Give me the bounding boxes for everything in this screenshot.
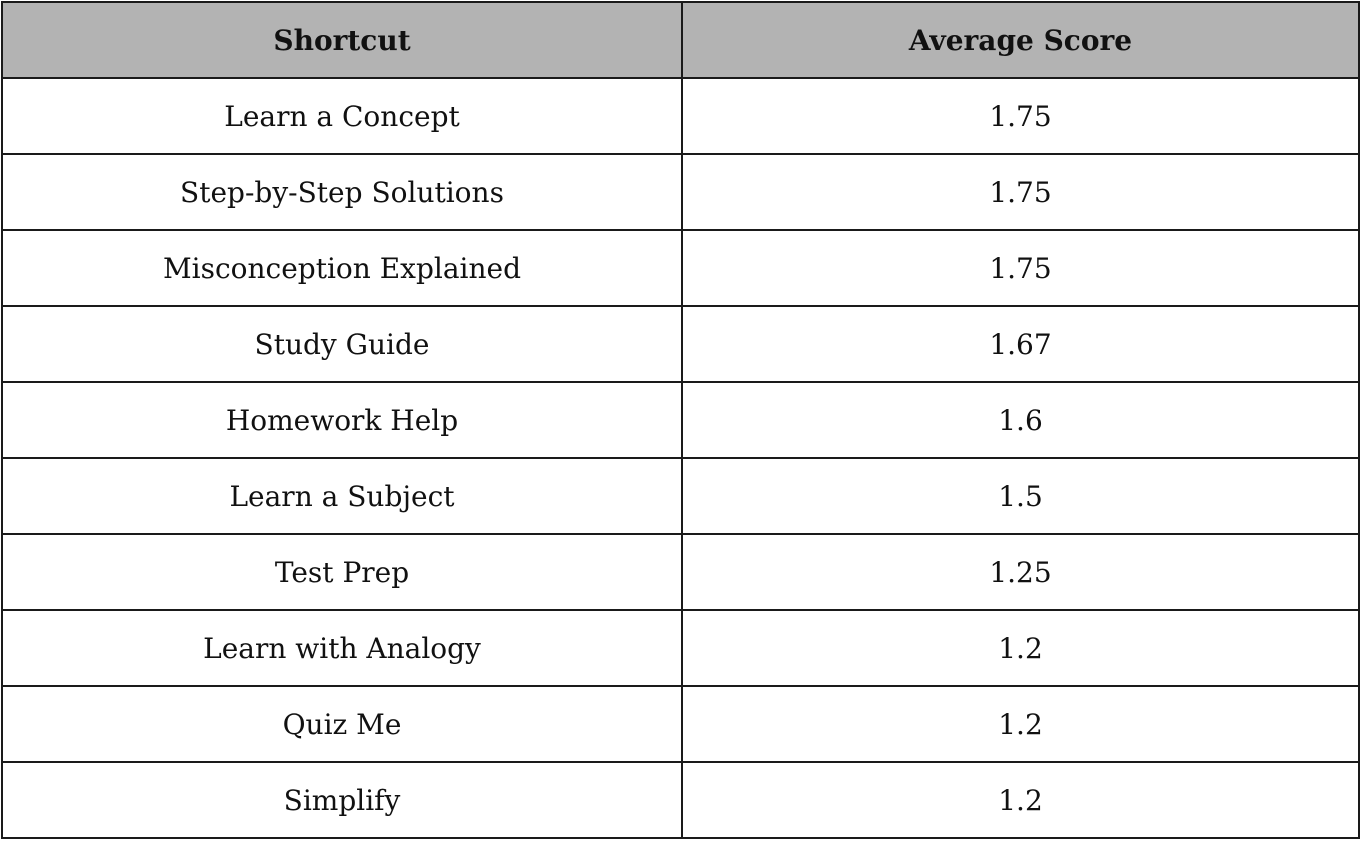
- header-row: Shortcut Average Score: [1, 1, 1360, 79]
- table-row: Misconception Explained 1.75: [1, 229, 1360, 307]
- score-cell: 1.2: [681, 609, 1360, 687]
- shortcut-cell: Learn a Subject: [1, 457, 683, 535]
- table-row: Learn a Concept 1.75: [1, 77, 1360, 155]
- score-cell: 1.75: [681, 153, 1360, 231]
- shortcut-cell: Quiz Me: [1, 685, 683, 763]
- score-cell: 1.75: [681, 77, 1360, 155]
- shortcut-cell: Study Guide: [1, 305, 683, 383]
- table-row: Homework Help 1.6: [1, 381, 1360, 459]
- table-header: Shortcut Average Score: [1, 1, 1360, 79]
- table-body: Learn a Concept 1.75 Step-by-Step Soluti…: [1, 77, 1360, 839]
- shortcut-cell: Homework Help: [1, 381, 683, 459]
- shortcut-cell: Learn a Concept: [1, 77, 683, 155]
- table-row: Quiz Me 1.2: [1, 685, 1360, 763]
- header-shortcut: Shortcut: [1, 1, 683, 79]
- shortcut-cell: Simplify: [1, 761, 683, 839]
- table-row: Learn a Subject 1.5: [1, 457, 1360, 535]
- shortcut-cell: Test Prep: [1, 533, 683, 611]
- score-cell: 1.6: [681, 381, 1360, 459]
- shortcut-score-table: Shortcut Average Score Learn a Concept 1…: [1, 1, 1360, 839]
- table-row: Study Guide 1.67: [1, 305, 1360, 383]
- table-row: Learn with Analogy 1.2: [1, 609, 1360, 687]
- shortcut-cell: Learn with Analogy: [1, 609, 683, 687]
- score-cell: 1.2: [681, 761, 1360, 839]
- shortcut-cell: Step-by-Step Solutions: [1, 153, 683, 231]
- header-average-score: Average Score: [681, 1, 1360, 79]
- table-row: Simplify 1.2: [1, 761, 1360, 839]
- score-cell: 1.2: [681, 685, 1360, 763]
- shortcut-cell: Misconception Explained: [1, 229, 683, 307]
- score-cell: 1.5: [681, 457, 1360, 535]
- score-cell: 1.75: [681, 229, 1360, 307]
- table-row: Step-by-Step Solutions 1.75: [1, 153, 1360, 231]
- table-row: Test Prep 1.25: [1, 533, 1360, 611]
- score-cell: 1.67: [681, 305, 1360, 383]
- score-cell: 1.25: [681, 533, 1360, 611]
